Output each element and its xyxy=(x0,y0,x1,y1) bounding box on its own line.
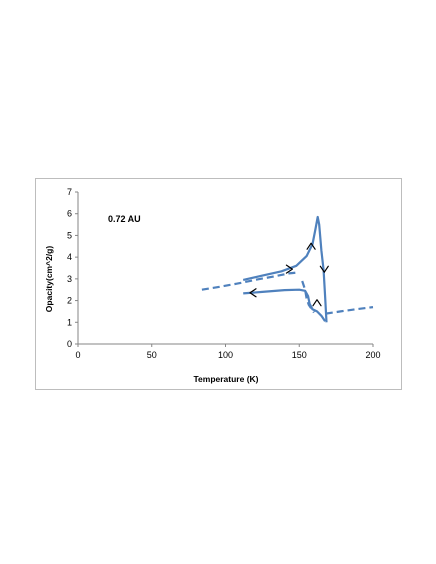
series-line-2-solid xyxy=(243,288,327,322)
y-tick-label: 1 xyxy=(67,317,72,327)
y-axis-title: Opacity(cm^2/g) xyxy=(44,246,54,313)
arrows-group xyxy=(249,242,329,307)
y-tick-label: 7 xyxy=(67,187,72,197)
y-tick-label: 4 xyxy=(67,252,72,262)
x-axis-title: Temperature (K) xyxy=(193,374,258,384)
chart-frame: 0 1 2 3 4 5 6 7 0 50 100 150 200 0.72 AU Temperature… xyxy=(35,178,402,390)
arrow-up-icon xyxy=(306,242,316,250)
y-tick-label: 3 xyxy=(67,274,72,284)
series-line-1-solid xyxy=(242,215,328,323)
arrow-down-icon xyxy=(319,265,329,273)
series-line-5-dashed xyxy=(325,306,374,315)
arrow-left-icon xyxy=(249,288,257,298)
x-tick-label: 0 xyxy=(75,350,80,360)
arrow-right-icon xyxy=(285,264,293,274)
x-tick-label: 200 xyxy=(365,350,380,360)
y-tick-label: 0 xyxy=(67,339,72,349)
series-group xyxy=(201,215,374,323)
annotation-label: 0.72 AU xyxy=(108,214,141,224)
series-line-3-dashed xyxy=(201,271,300,291)
x-tick-label: 150 xyxy=(292,350,307,360)
tick-labels: 0 1 2 3 4 5 6 7 0 50 100 150 200 xyxy=(67,187,381,360)
opacity-temperature-chart: 0 1 2 3 4 5 6 7 0 50 100 150 200 0.72 AU Temperature… xyxy=(44,187,381,384)
x-tick-label: 100 xyxy=(218,350,233,360)
y-tick-label: 2 xyxy=(67,296,72,306)
arrow-up-icon xyxy=(312,299,322,307)
y-tick-label: 6 xyxy=(67,209,72,219)
y-tick-label: 5 xyxy=(67,230,72,240)
x-tick-label: 50 xyxy=(147,350,157,360)
axes xyxy=(75,191,374,347)
